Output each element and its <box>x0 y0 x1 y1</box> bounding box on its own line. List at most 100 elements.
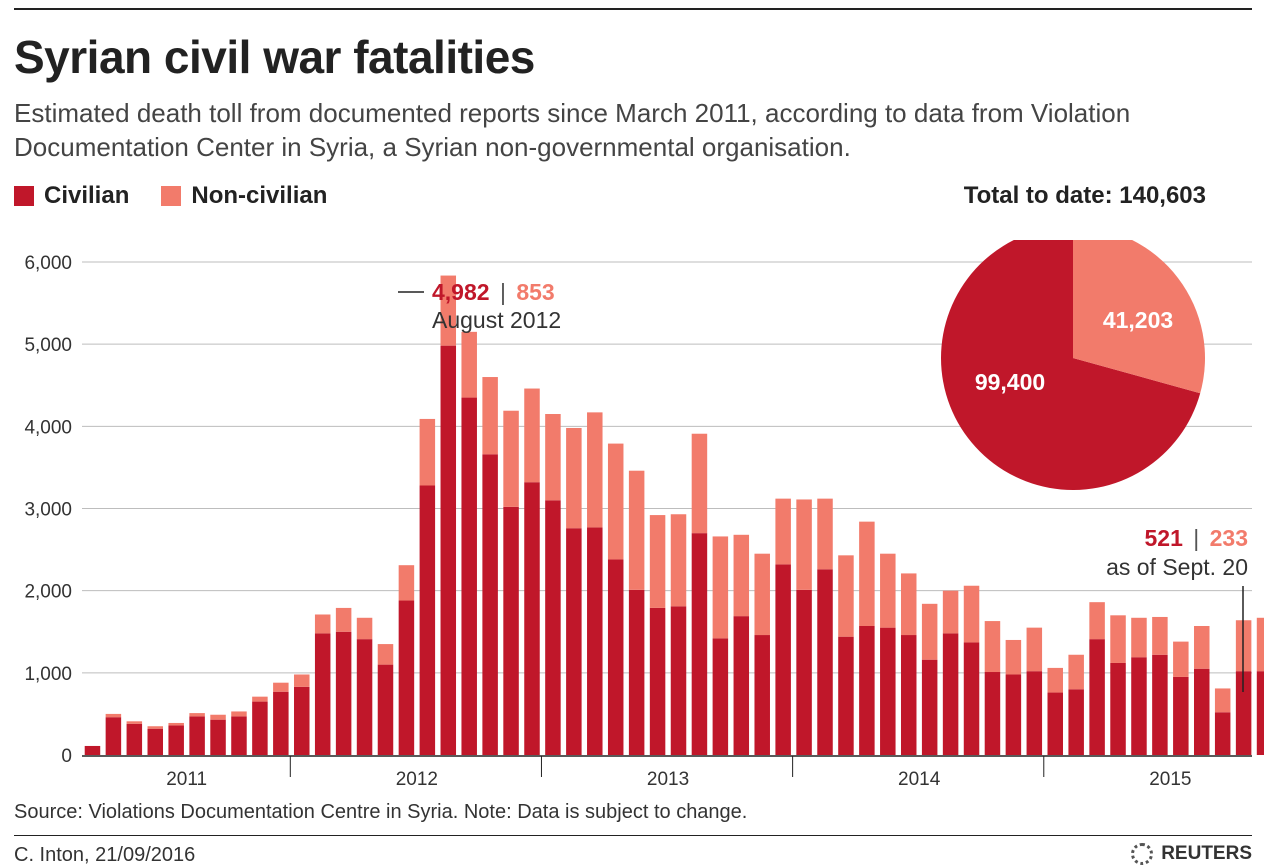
pie-slice-civilian <box>941 240 1201 490</box>
bar-noncivilian <box>461 331 477 398</box>
bar-civilian <box>775 564 791 755</box>
bar-civilian <box>335 631 352 755</box>
legend-swatch-civilian <box>14 186 34 206</box>
y-tick-label: 4,000 <box>24 417 72 438</box>
bar-civilian <box>838 636 854 755</box>
bar-noncivilian <box>294 674 310 687</box>
page-subtitle: Estimated death toll from documented rep… <box>14 98 1131 162</box>
bar-noncivilian <box>984 621 1001 673</box>
bar-civilian <box>1005 674 1022 755</box>
y-axis: 0 1,000 2,000 3,000 4,000 5,000 6,000 <box>24 253 72 767</box>
bar-noncivilian <box>105 713 122 718</box>
peak-separator: | <box>500 279 506 305</box>
reuters-logo: REUTERS <box>1131 843 1252 865</box>
bars <box>84 275 1264 755</box>
bar-civilian <box>545 500 561 755</box>
bar-noncivilian <box>838 555 854 637</box>
peak-civilian-value: 4,982 <box>432 279 490 305</box>
pie-label-noncivilian: 41,203 <box>1103 307 1173 333</box>
bar-civilian <box>524 482 540 755</box>
bar-noncivilian <box>168 722 184 726</box>
bar-noncivilian <box>859 521 875 626</box>
bar-noncivilian <box>963 585 980 643</box>
bar-civilian <box>210 719 226 755</box>
bar-civilian <box>126 723 143 755</box>
latest-separator: | <box>1193 525 1199 551</box>
bar-civilian <box>880 627 896 755</box>
bar-noncivilian <box>670 514 687 607</box>
pie-label-civilian: 99,400 <box>975 369 1045 395</box>
bar-civilian <box>356 639 373 755</box>
credit: C. Inton, 21/09/2016 <box>14 844 196 866</box>
bar-noncivilian <box>1110 615 1126 663</box>
latest-annotation-date: as of Sept. 20 <box>1106 554 1248 580</box>
legend-label-civilian: Civilian <box>44 182 130 209</box>
bar-civilian <box>900 635 917 755</box>
y-tick-label: 5,000 <box>24 335 72 356</box>
bar-noncivilian <box>1256 617 1264 672</box>
bar-noncivilian <box>628 470 645 590</box>
latest-noncivilian-value: 233 <box>1210 525 1248 551</box>
reuters-wordmark: REUTERS <box>1161 843 1252 864</box>
y-tick-label: 6,000 <box>24 253 72 274</box>
x-year-label: 2014 <box>898 769 941 790</box>
latest-civilian-value: 521 <box>1144 525 1183 551</box>
bar-noncivilian <box>398 565 415 601</box>
bar-civilian <box>796 589 812 755</box>
bar-noncivilian <box>482 377 498 455</box>
legend-label-noncivilian: Non-civilian <box>191 182 328 209</box>
bar-noncivilian <box>754 553 770 636</box>
bar-noncivilian <box>1026 627 1043 672</box>
y-tick-label: 1,000 <box>24 664 72 685</box>
bar-civilian <box>294 686 310 755</box>
chart: 0 1,000 2,000 3,000 4,000 5,000 6,000 2011 2012… <box>24 240 1264 790</box>
bar-noncivilian <box>712 536 729 639</box>
page-title: Syrian civil war fatalities <box>14 31 535 83</box>
y-tick-label: 3,000 <box>24 500 72 521</box>
latest-annotation: 521 | 233 as of Sept. 20 <box>1106 525 1248 692</box>
bar-noncivilian <box>1194 625 1210 669</box>
bottom-rule <box>14 835 1252 836</box>
bar-noncivilian <box>1089 602 1105 640</box>
bar-civilian <box>712 638 729 755</box>
bar-civilian <box>670 606 687 755</box>
bar-civilian <box>859 625 875 755</box>
bar-noncivilian <box>796 499 812 590</box>
peak-annotation-date: August 2012 <box>432 307 561 333</box>
bar-civilian <box>1089 639 1105 755</box>
bar-noncivilian <box>377 644 394 665</box>
bar-civilian <box>691 533 708 755</box>
top-rule <box>14 8 1252 10</box>
pie-slice-noncivilian <box>1073 240 1205 394</box>
bar-noncivilian <box>733 534 750 617</box>
bar-civilian <box>984 672 1001 755</box>
pie-chart: 99,400 41,203 <box>941 240 1205 490</box>
bar-civilian <box>607 559 624 755</box>
bar-noncivilian <box>1152 616 1168 655</box>
x-year-label: 2015 <box>1149 769 1191 790</box>
reuters-dot-icon <box>1131 843 1154 865</box>
bar-civilian <box>587 527 603 755</box>
bar-civilian <box>84 745 101 755</box>
bar-noncivilian <box>210 714 226 720</box>
bar-civilian <box>1131 657 1147 755</box>
bar-noncivilian <box>1005 639 1022 675</box>
bar-noncivilian <box>440 275 457 346</box>
bar-noncivilian <box>566 427 582 529</box>
bar-noncivilian <box>231 711 247 717</box>
y-tick-label: 0 <box>61 746 72 767</box>
bar-civilian <box>1214 712 1231 755</box>
bar-noncivilian <box>147 726 164 729</box>
bar-civilian <box>147 728 164 755</box>
bar-noncivilian <box>587 412 603 528</box>
bar-civilian <box>733 616 750 755</box>
bar-civilian <box>252 701 268 755</box>
bar-civilian <box>461 397 477 755</box>
bar-civilian <box>231 716 247 755</box>
bar-civilian <box>273 691 289 755</box>
bar-civilian <box>1235 671 1252 755</box>
bar-noncivilian <box>649 515 666 608</box>
bar-noncivilian <box>252 696 268 702</box>
bar-noncivilian <box>273 682 289 692</box>
bar-noncivilian <box>356 617 373 640</box>
